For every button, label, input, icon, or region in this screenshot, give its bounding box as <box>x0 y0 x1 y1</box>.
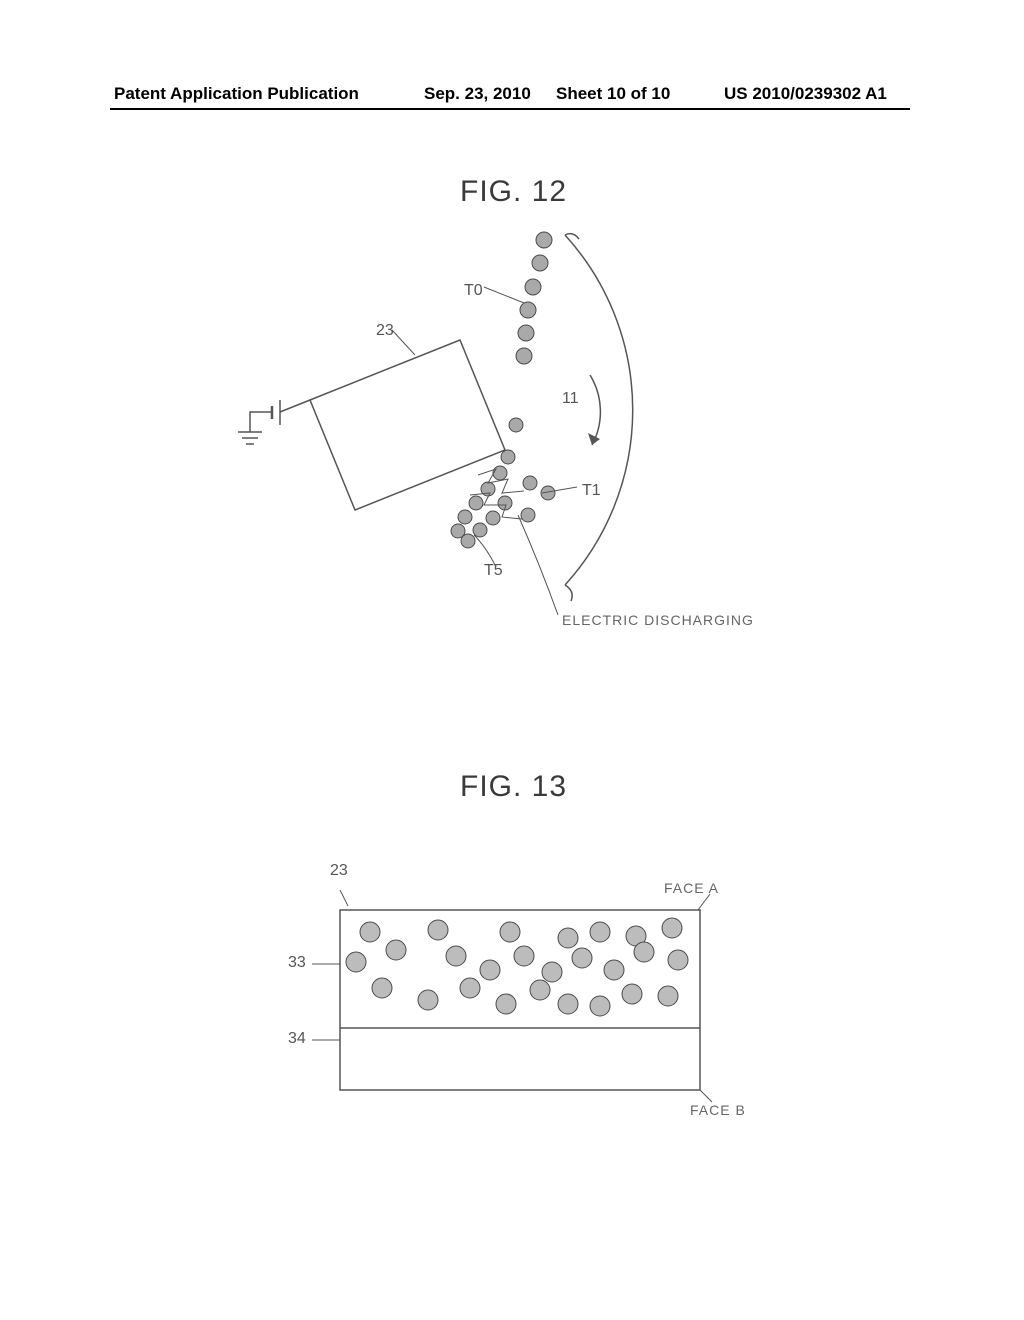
fig13-label-34: 34 <box>288 1030 306 1048</box>
publication-type: Patent Application Publication <box>114 84 359 104</box>
fig13-label-23: 23 <box>330 862 348 880</box>
fig12-title: FIG. 12 <box>460 175 567 209</box>
fig12-label-11: 11 <box>562 390 579 408</box>
fig13-title: FIG. 13 <box>460 770 567 804</box>
fig12-label-discharge: ELECTRIC DISCHARGING <box>562 612 754 628</box>
fig12-label-t1: T1 <box>582 482 601 500</box>
header-rule <box>110 108 910 110</box>
publication-date: Sep. 23, 2010 <box>424 84 531 104</box>
fig12-label-t5: T5 <box>484 562 503 580</box>
fig13-diagram <box>300 870 780 1130</box>
fig12-label-t0: T0 <box>464 282 483 300</box>
sheet-number: Sheet 10 of 10 <box>556 84 670 104</box>
fig12-label-23: 23 <box>376 322 394 340</box>
fig13-label-faceA: FACE A <box>664 880 719 896</box>
publication-number: US 2010/0239302 A1 <box>724 84 887 104</box>
fig13-label-faceB: FACE B <box>690 1102 746 1118</box>
fig12-diagram <box>230 225 790 655</box>
fig13-label-33: 33 <box>288 954 306 972</box>
